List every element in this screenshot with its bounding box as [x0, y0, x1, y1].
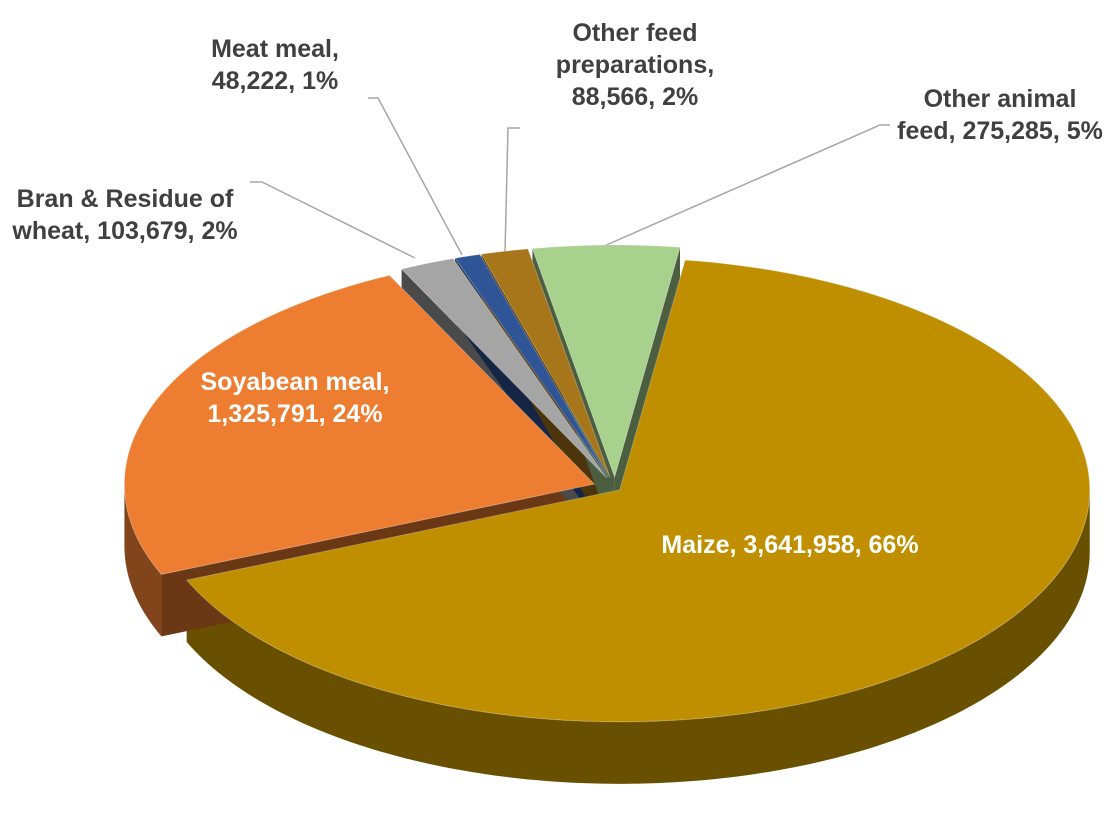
label-part: 5% [1066, 117, 1103, 145]
label-part: 48,222 [211, 67, 289, 95]
label-part: 2% [201, 217, 238, 245]
label-part: 1% [302, 67, 339, 95]
label-separator: , [854, 531, 869, 559]
slice [480, 248, 611, 478]
leader-line [368, 97, 463, 256]
label-part: 1,325,791 [207, 400, 319, 428]
slice-side [186, 489, 1090, 784]
label-part: Bran & Residue of wheat [12, 185, 241, 245]
label-separator: , [648, 83, 663, 111]
leader-line [250, 181, 416, 259]
slice [454, 253, 609, 478]
label-separator: , [331, 35, 346, 63]
label-part: 275,285 [962, 117, 1053, 145]
label-part: Maize [661, 531, 730, 559]
label-separator: , [707, 51, 722, 79]
label-separator: , [288, 67, 303, 95]
leader-line [594, 124, 890, 251]
label-separator: , [187, 217, 202, 245]
label-part: 2% [662, 83, 699, 111]
label-part: 24% [332, 400, 383, 428]
data-label: Maize, 3,641,958, 66% [660, 529, 920, 561]
data-label: Other animal feed, 275,285, 5% [895, 83, 1105, 147]
label-part: 3,641,958 [743, 531, 855, 559]
label-separator: , [948, 117, 963, 145]
data-label: Meat meal, 48,222, 1% [180, 33, 370, 97]
leader-lines [250, 97, 890, 259]
slice [123, 274, 596, 575]
label-separator: , [1052, 117, 1067, 145]
label-part: Other feed preparations [555, 19, 708, 79]
label-separator: , [382, 368, 397, 396]
label-part: Soyabean meal [200, 368, 383, 396]
data-label: Bran & Residue of wheat, 103,679, 2% [5, 183, 245, 247]
data-label: Other feed preparations, 88,566, 2% [535, 17, 735, 113]
slice-side [124, 484, 162, 637]
slice-tops [123, 244, 1091, 723]
slice [185, 259, 1091, 723]
label-part: 66% [868, 531, 919, 559]
data-label: Soyabean meal, 1,325,791, 24% [165, 366, 425, 430]
slice [400, 257, 608, 479]
label-part: Meat meal [211, 35, 332, 63]
label-part: Other animal feed [897, 85, 1084, 145]
slice [531, 244, 681, 479]
label-part: 103,679 [97, 217, 188, 245]
leader-line [504, 127, 520, 253]
label-separator: , [318, 400, 333, 428]
label-separator: , [83, 217, 98, 245]
label-separator: , [729, 531, 744, 559]
label-part: 88,566 [571, 83, 649, 111]
